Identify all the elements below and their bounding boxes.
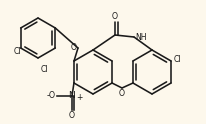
Text: Cl: Cl (14, 47, 22, 57)
Text: Cl: Cl (40, 65, 48, 74)
Text: Cl: Cl (174, 56, 182, 64)
Text: O: O (112, 12, 118, 21)
Text: -O: -O (47, 92, 56, 100)
Text: N: N (69, 92, 75, 100)
Text: O: O (119, 89, 125, 98)
Text: NH: NH (135, 32, 146, 42)
Text: O: O (71, 44, 77, 52)
Text: O: O (69, 111, 75, 120)
Text: +: + (76, 93, 82, 102)
